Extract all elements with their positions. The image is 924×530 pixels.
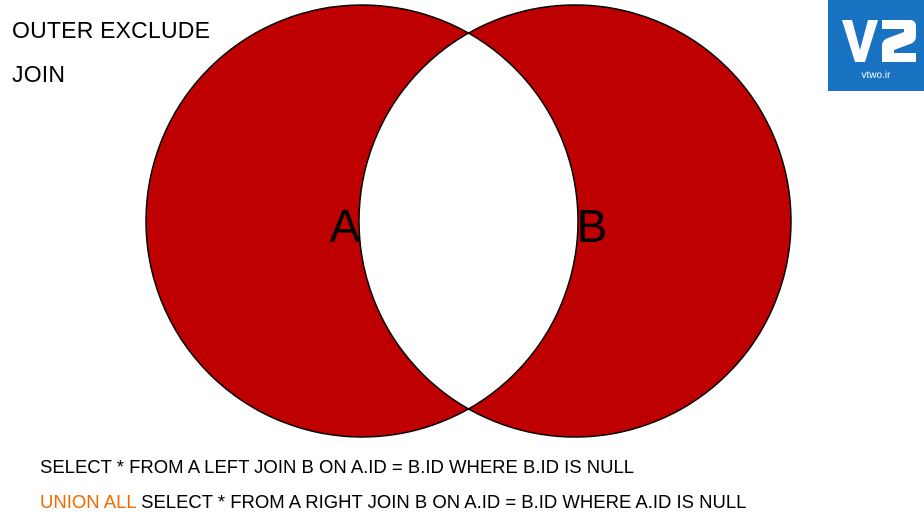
sql-query-line-2: UNION ALL SELECT * FROM A RIGHT JOIN B O… bbox=[40, 491, 746, 513]
excluded-intersection bbox=[359, 5, 578, 437]
logo-domain-text: vtwo.ir bbox=[861, 70, 891, 81]
v2-logo-icon bbox=[842, 20, 916, 62]
diagram-title-line-2: JOIN bbox=[12, 61, 66, 87]
set-b-label: B bbox=[577, 200, 608, 252]
set-a-label: A bbox=[330, 200, 361, 252]
union-all-keyword: UNION ALL bbox=[40, 491, 136, 512]
set-b-outline bbox=[358, 4, 792, 438]
sql-query-line-2-rest: SELECT * FROM A RIGHT JOIN B ON A.ID = B… bbox=[135, 491, 747, 512]
diagram-title-line-1: OUTER EXCLUDE bbox=[12, 17, 211, 43]
vtwo-logo: vtwo.ir bbox=[828, 0, 924, 91]
set-a-outline bbox=[145, 4, 579, 438]
sql-query-line-1: SELECT * FROM A LEFT JOIN B ON A.ID = B.… bbox=[40, 456, 635, 477]
